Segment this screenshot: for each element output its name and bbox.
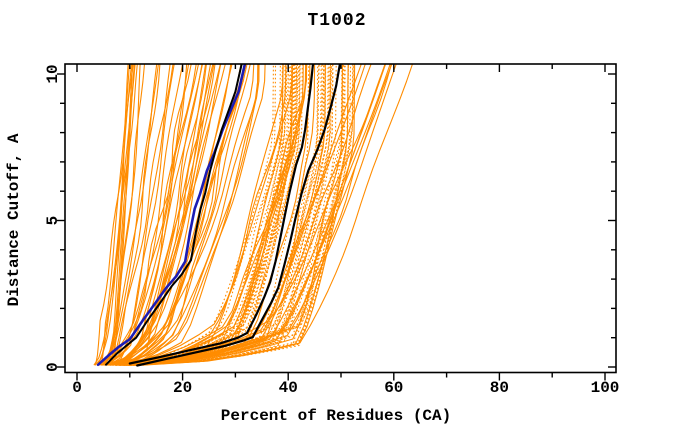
band-dotted-curve <box>115 64 296 366</box>
x-axis-label: Percent of Residues (CA) <box>221 407 451 425</box>
band-dotted-curve <box>130 64 354 366</box>
left-fan-curve <box>108 64 174 366</box>
left-fan-curve <box>111 64 242 366</box>
x-tick-label: 100 <box>591 379 620 397</box>
left-fan-curve <box>110 64 212 366</box>
left-fan-curve <box>110 64 161 366</box>
right-sparse-curve <box>124 64 372 366</box>
right-sparse-curve <box>120 64 362 366</box>
chart-title: T1002 <box>307 11 366 31</box>
tick-labels: 0 20 40 60 80 100 0 5 10 <box>44 64 619 397</box>
black-model-b-curve <box>136 64 341 367</box>
band-dotted-curve <box>120 64 288 366</box>
left-steep-curve <box>104 64 135 366</box>
band-dotted-curve <box>133 64 283 366</box>
right-sparse-curve <box>129 64 391 366</box>
right-sparse-curve <box>130 64 414 366</box>
band-dotted-curve <box>119 64 303 366</box>
band-dotted-curve <box>134 64 325 366</box>
curves-layer <box>93 64 414 367</box>
mid-solid-curve <box>116 64 307 366</box>
left-fan-curve <box>120 64 251 366</box>
y-tick-label: 10 <box>44 64 62 83</box>
band-dotted-curve <box>129 64 320 366</box>
y-tick-label: 0 <box>44 362 62 372</box>
band-dotted-curve <box>140 64 331 366</box>
band-dotted-curve <box>129 64 319 366</box>
band-dotted-curve <box>129 64 298 366</box>
axis-ticks <box>57 64 616 381</box>
mid-solid-curve <box>123 64 259 366</box>
mid-solid-curve <box>121 64 293 366</box>
left-fan-curve <box>115 64 248 366</box>
band-dotted-curve <box>124 64 298 366</box>
band-dotted-curve <box>124 64 287 366</box>
right-sparse-curve <box>138 64 387 366</box>
mid-solid-curve <box>122 64 260 366</box>
left-fan-curve <box>97 64 192 366</box>
left-fan-curve <box>104 64 216 366</box>
left-fan-curve <box>105 64 159 366</box>
band-solid-curve <box>134 64 344 366</box>
left-fan-curve <box>100 64 158 366</box>
right-sparse-curve <box>122 64 366 366</box>
black-model-twin-curve <box>105 64 243 366</box>
left-fan-curve <box>118 64 233 366</box>
band-solid-curve <box>126 64 316 366</box>
band-dotted-curve <box>125 64 295 366</box>
x-tick-label: 40 <box>279 379 298 397</box>
x-tick-label: 20 <box>173 379 192 397</box>
blue-model-curve <box>96 64 247 366</box>
mid-solid-curve <box>114 64 287 366</box>
x-tick-label: 60 <box>384 379 403 397</box>
right-sparse-curve <box>140 64 386 366</box>
band-dotted-curve <box>127 64 337 366</box>
black-model-a-curve <box>128 64 315 365</box>
band-dotted-curve <box>132 64 345 366</box>
band-dotted-curve <box>127 64 286 366</box>
x-tick-label: 80 <box>490 379 509 397</box>
right-sparse-curve <box>130 64 392 366</box>
y-axis-label: Distance Cutoff, A <box>5 133 23 306</box>
left-fan-curve <box>112 64 207 366</box>
left-fan-curve <box>96 64 146 366</box>
left-fan-curve <box>107 64 204 366</box>
mid-solid-curve <box>106 64 266 366</box>
band-dotted-curve <box>135 64 345 366</box>
mid-solid-curve <box>109 64 255 366</box>
left-fan-curve <box>98 64 184 366</box>
left-steep-curve <box>96 64 133 366</box>
x-tick-label: 0 <box>72 379 82 397</box>
left-fan-curve <box>93 64 138 366</box>
band-dotted-curve <box>135 64 301 366</box>
band-solid-curve <box>128 64 284 366</box>
y-tick-label: 5 <box>44 216 62 226</box>
band-dotted-curve <box>136 64 334 366</box>
